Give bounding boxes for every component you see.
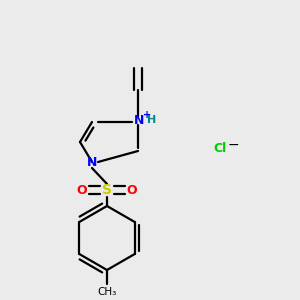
Text: N: N: [134, 115, 144, 128]
Text: −: −: [227, 138, 239, 152]
Text: S: S: [102, 183, 112, 197]
Text: O: O: [127, 184, 137, 196]
Text: H: H: [147, 115, 157, 125]
Text: N: N: [87, 155, 97, 169]
Text: O: O: [77, 184, 87, 196]
Text: +: +: [143, 110, 151, 120]
Text: CH₃: CH₃: [98, 287, 117, 297]
Text: Cl: Cl: [213, 142, 226, 154]
